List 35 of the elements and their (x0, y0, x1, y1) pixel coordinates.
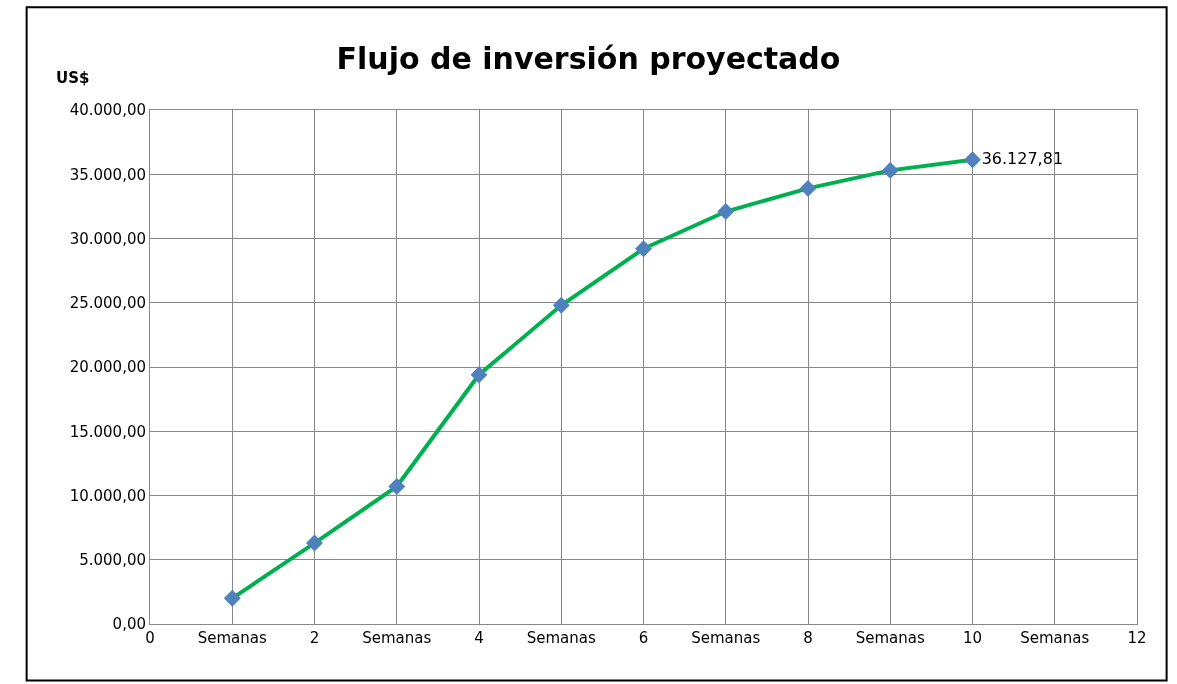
x-tick-label: 2 (309, 629, 320, 647)
x-tick-label: 8 (803, 629, 813, 647)
point (223, 589, 241, 607)
point (717, 203, 735, 220)
point (306, 534, 323, 552)
y-tick-label: 10.000,00 (69, 486, 146, 505)
point (388, 478, 406, 495)
x-tick-label: 12 (1127, 629, 1147, 647)
x-tick-label: 4 (474, 629, 484, 647)
x-tick-label: 6 (638, 629, 649, 647)
x-tick-label: Semanas (362, 629, 432, 647)
y-tick-label: 30.000,00 (69, 229, 146, 248)
x-tick-label: 10 (962, 629, 983, 647)
point (635, 240, 652, 258)
x-tick-label: Semanas (526, 629, 596, 647)
y-tick-label: 15.000,00 (69, 422, 146, 441)
data-label: 36.127,81 (981, 148, 1064, 168)
point (470, 366, 488, 384)
point (964, 151, 981, 169)
y-axis-title: US$ (56, 69, 90, 87)
y-tick-label: 20.000,00 (69, 358, 146, 377)
x-tick-label: Semanas (197, 629, 267, 647)
point (552, 296, 570, 314)
x-tick-label: Semanas (855, 629, 925, 647)
y-tick-label: 35.000,00 (69, 165, 146, 184)
point (799, 179, 817, 197)
chart-title: Flujo de inversión proyectado (336, 40, 841, 76)
y-tick-label: 0,00 (112, 615, 146, 634)
y-tick-label: 25.000,00 (69, 294, 146, 312)
y-tick-label: 5.000,00 (79, 551, 146, 569)
x-tick-label: 0 (145, 629, 155, 647)
x-tick-label: Semanas (691, 629, 761, 647)
x-tick-label: Semanas (1020, 629, 1090, 647)
point (881, 161, 899, 179)
y-tick-label: 40.000,00 (69, 101, 146, 120)
